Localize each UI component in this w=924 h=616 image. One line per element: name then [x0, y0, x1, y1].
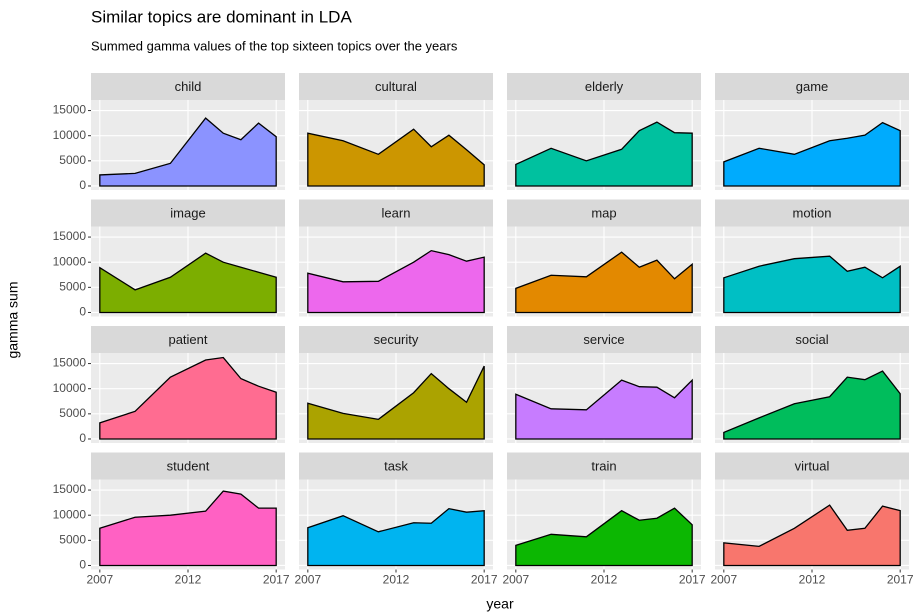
x-tick-label: 2007	[502, 573, 529, 587]
strip-label: cultural	[375, 79, 417, 94]
area	[99, 117, 277, 187]
area	[515, 378, 693, 440]
area	[723, 370, 901, 440]
strip	[715, 452, 909, 480]
y-tick-label: 0	[79, 431, 86, 445]
area	[515, 507, 693, 567]
area	[99, 356, 277, 440]
y-tick-label: 10000	[53, 381, 87, 395]
area	[307, 249, 485, 314]
x-tick-label: 2012	[383, 573, 410, 587]
strip	[507, 326, 701, 353]
strip-label: image	[170, 205, 205, 220]
strip	[715, 73, 909, 100]
area	[99, 490, 277, 567]
y-tick-label: 15000	[53, 356, 87, 370]
strip-label: elderly	[585, 79, 624, 94]
area	[307, 365, 485, 440]
strip-label: patient	[168, 332, 207, 347]
x-tick-label: 2007	[710, 573, 737, 587]
x-tick-label: 2012	[591, 573, 618, 587]
x-axis-label: year	[486, 596, 514, 612]
area	[723, 504, 901, 567]
area	[723, 121, 901, 187]
strip	[715, 199, 909, 227]
strip	[299, 73, 493, 100]
y-tick-label: 15000	[53, 103, 87, 117]
y-tick-label: 5000	[59, 533, 86, 547]
strip	[91, 199, 285, 227]
strip-label: security	[374, 332, 419, 347]
area	[307, 507, 485, 567]
area	[723, 255, 901, 314]
y-tick-label: 15000	[53, 482, 87, 496]
y-tick-label: 0	[79, 305, 86, 319]
strip-label: map	[591, 205, 616, 220]
strip-label: social	[795, 332, 828, 347]
strip	[507, 199, 701, 227]
chart-title: Similar topics are dominant in LDA	[91, 7, 352, 26]
strip	[91, 452, 285, 480]
strip-label: learn	[382, 205, 411, 220]
strip-label: motion	[792, 205, 831, 220]
x-tick-label: 2017	[679, 573, 706, 587]
y-tick-label: 0	[79, 558, 86, 572]
strip	[299, 199, 493, 227]
y-tick-label: 0	[79, 178, 86, 192]
y-axis-label: gamma sum	[5, 281, 21, 358]
x-tick-label: 2007	[86, 573, 113, 587]
strip	[507, 73, 701, 100]
strip-label: game	[796, 79, 829, 94]
area	[99, 252, 277, 314]
strip	[715, 326, 909, 353]
area	[515, 121, 693, 187]
strip-label: train	[591, 458, 616, 473]
y-tick-label: 10000	[53, 507, 87, 521]
y-tick-label: 5000	[59, 280, 86, 294]
chart-subtitle: Summed gamma values of the top sixteen t…	[91, 38, 458, 53]
y-tick-label: 10000	[53, 128, 87, 142]
strip-label: student	[167, 458, 210, 473]
y-tick-label: 10000	[53, 254, 87, 268]
area	[307, 128, 485, 187]
strip	[299, 326, 493, 353]
x-tick-label: 2012	[175, 573, 202, 587]
x-tick-label: 2017	[471, 573, 498, 587]
strip	[91, 326, 285, 353]
area	[515, 251, 693, 314]
y-tick-label: 5000	[59, 406, 86, 420]
strip-label: service	[583, 332, 624, 347]
y-tick-label: 15000	[53, 229, 87, 243]
strip-label: task	[384, 458, 408, 473]
x-tick-label: 2017	[263, 573, 290, 587]
x-tick-label: 2007	[294, 573, 321, 587]
strip-label: child	[175, 79, 202, 94]
x-tick-label: 2017	[887, 573, 914, 587]
strip	[91, 73, 285, 100]
x-tick-label: 2012	[799, 573, 826, 587]
y-tick-label: 5000	[59, 153, 86, 167]
strip	[507, 452, 701, 480]
strip-label: virtual	[795, 458, 830, 473]
strip	[299, 452, 493, 480]
